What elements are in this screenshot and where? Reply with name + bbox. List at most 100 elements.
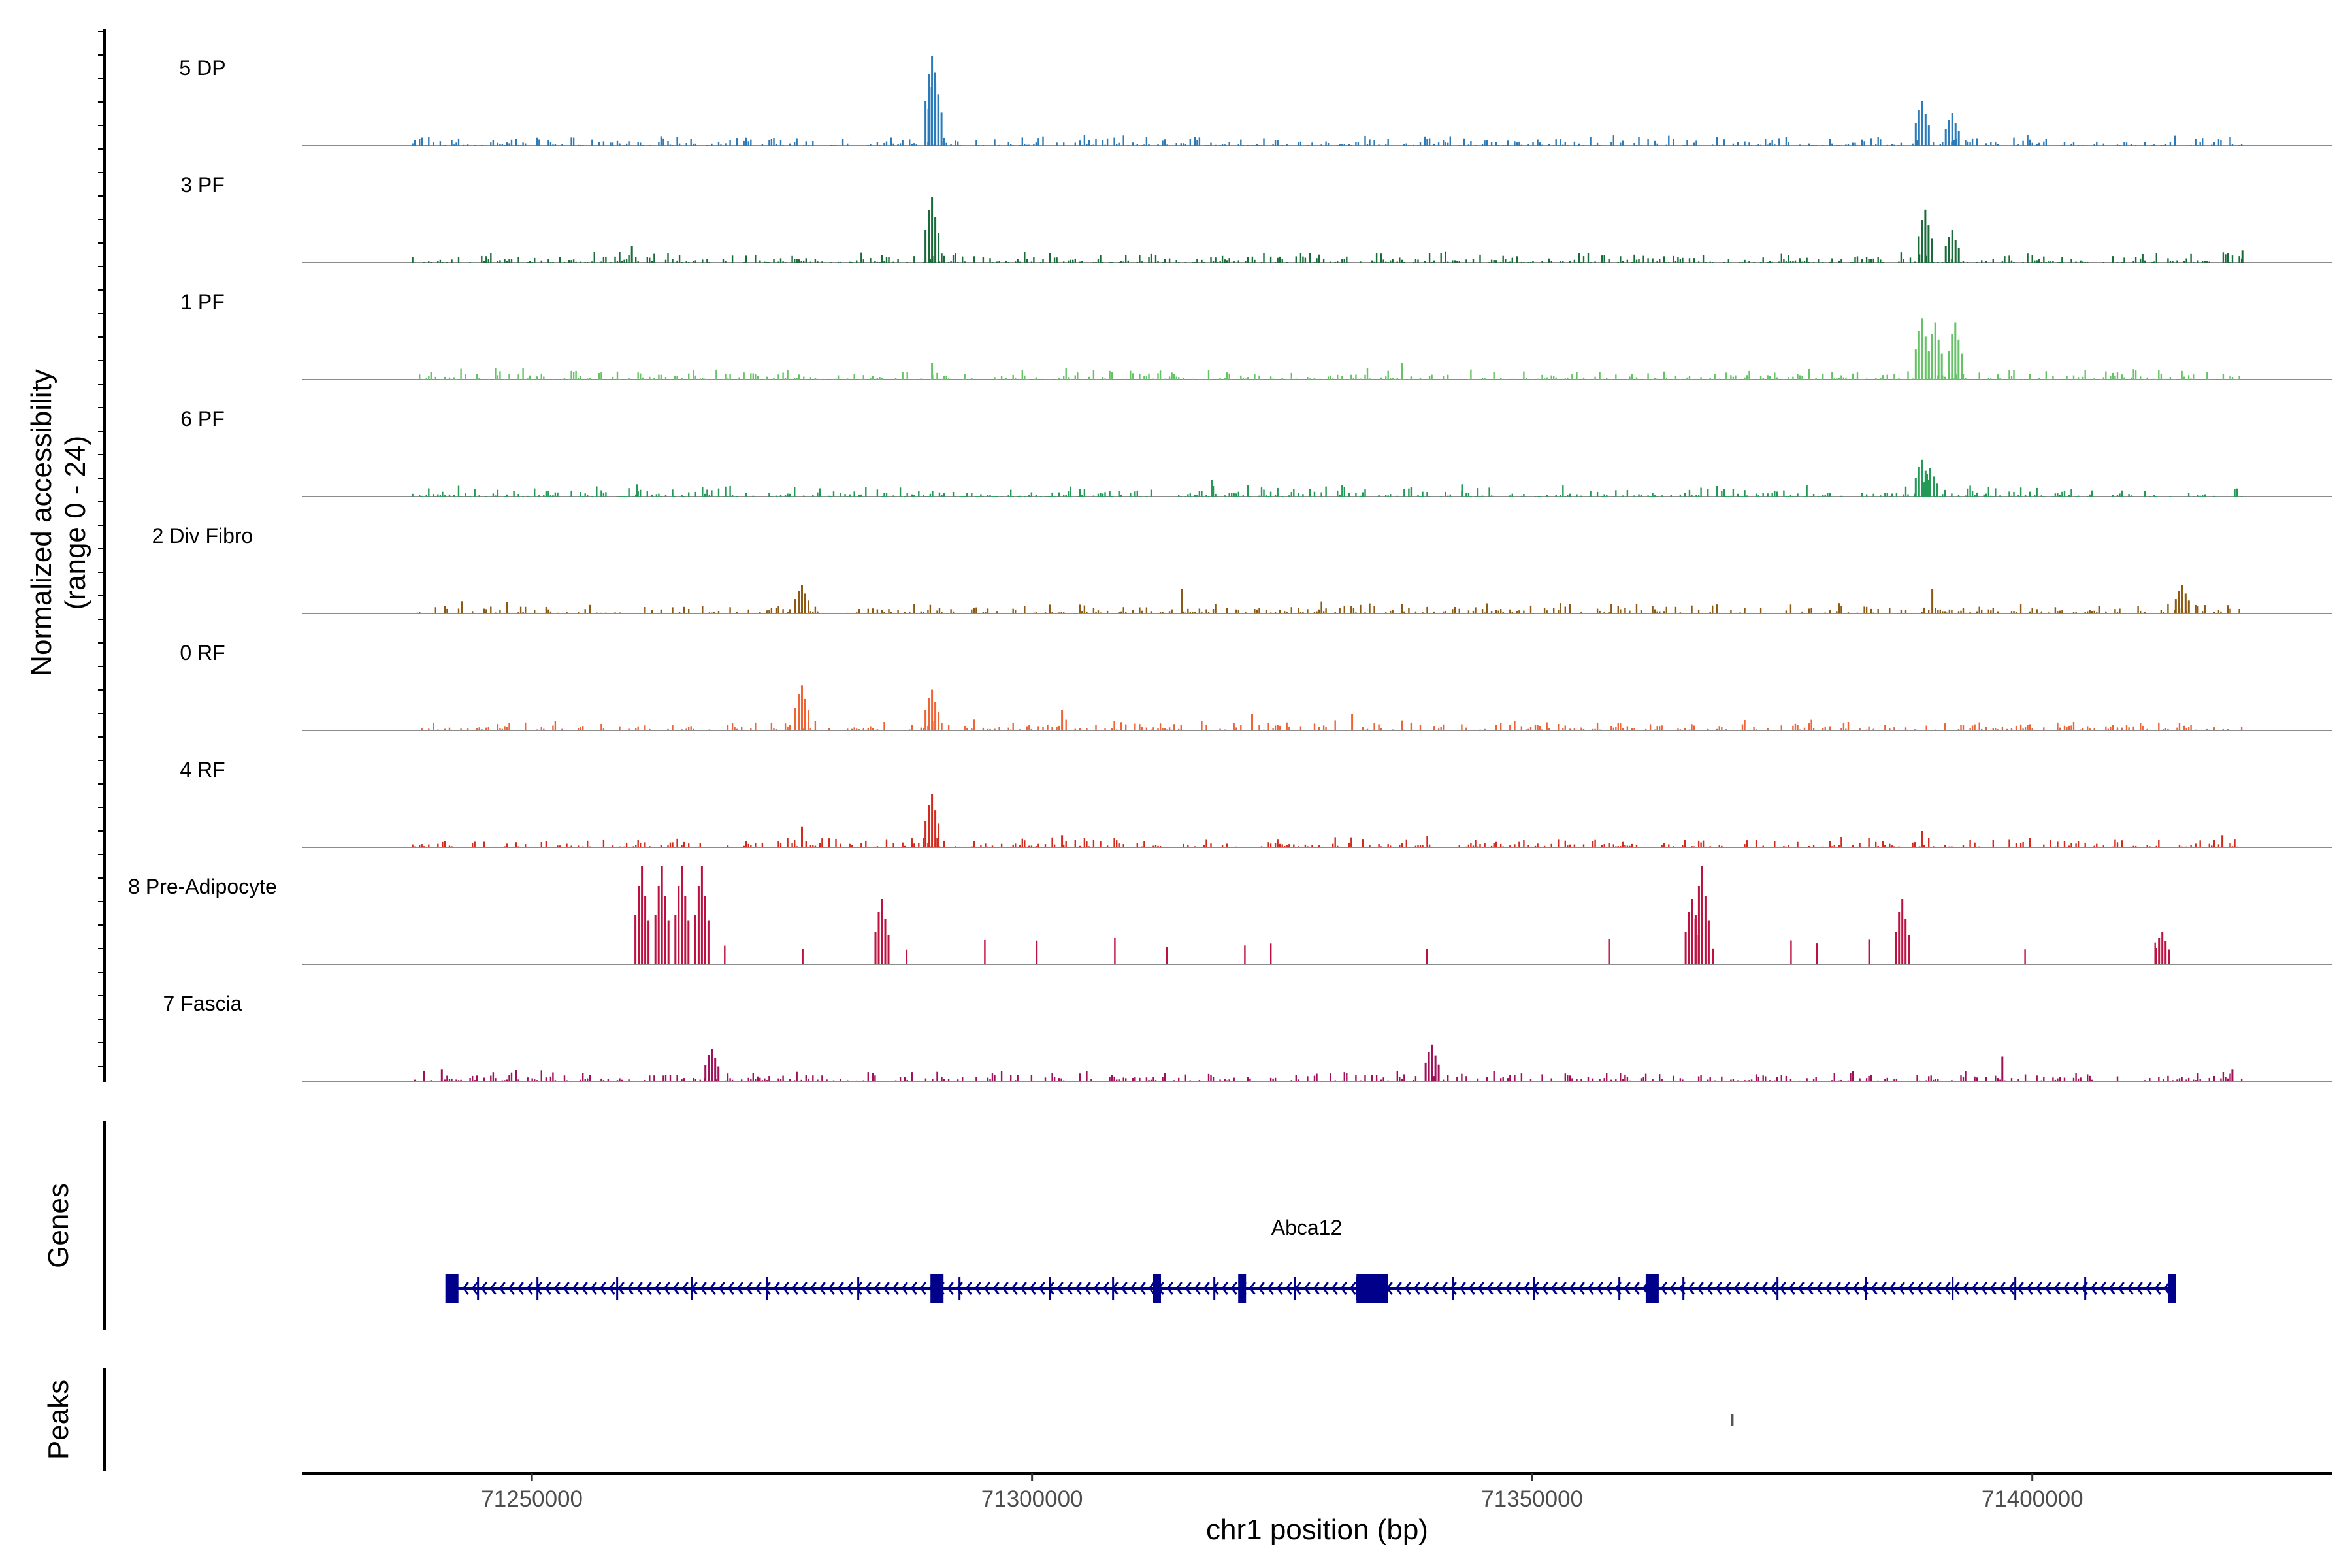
coverage-bar bbox=[1164, 728, 1166, 730]
coverage-bar bbox=[1401, 843, 1403, 847]
coverage-bar bbox=[1564, 142, 1566, 146]
coverage-bar bbox=[1578, 143, 1580, 146]
coverage-bar bbox=[1644, 379, 1647, 380]
coverage-bar bbox=[2043, 256, 2045, 263]
coverage-bar bbox=[1026, 379, 1028, 380]
coverage-bar bbox=[437, 494, 439, 497]
coverage-bar bbox=[1654, 378, 1656, 380]
coverage-peak bbox=[794, 599, 796, 613]
coverage-bar bbox=[1166, 144, 1168, 146]
coverage-bar bbox=[1472, 610, 1475, 613]
coverage-bar bbox=[736, 612, 738, 613]
coverage-bar bbox=[947, 1079, 950, 1081]
coverage-peak bbox=[661, 866, 663, 964]
coverage-bar bbox=[446, 262, 448, 263]
coverage-bar bbox=[1224, 378, 1226, 380]
coverage-bar bbox=[2068, 495, 2070, 497]
coverage-bar bbox=[1923, 845, 1925, 847]
coverage-peak bbox=[798, 591, 800, 613]
coverage-peak bbox=[1927, 225, 1930, 263]
coverage-bar bbox=[1529, 261, 1532, 263]
coverage-bar bbox=[1995, 488, 1997, 497]
coverage-bar bbox=[508, 374, 510, 380]
coverage-bar bbox=[1382, 259, 1384, 263]
coverage-bar bbox=[952, 255, 955, 263]
coverage-bar bbox=[1716, 728, 1718, 730]
coverage-bar bbox=[1953, 139, 1955, 146]
coverage-bar bbox=[1152, 727, 1154, 730]
coverage-bar bbox=[989, 728, 991, 730]
coverage-bar bbox=[1721, 1076, 1723, 1081]
coverage-bar bbox=[1889, 608, 1891, 613]
coverage-bar bbox=[582, 496, 584, 497]
coverage-bar bbox=[2222, 252, 2225, 263]
coverage-bar bbox=[1529, 605, 1532, 613]
coverage-bar bbox=[2217, 610, 2220, 613]
strand-arrow bbox=[1624, 1282, 1631, 1295]
coverage-bar bbox=[506, 142, 508, 146]
coverage-bar bbox=[1341, 144, 1343, 146]
coverage-bar bbox=[1916, 1075, 1918, 1081]
coverage-bar bbox=[1725, 372, 1727, 380]
coverage-bar bbox=[1599, 145, 1601, 146]
coverage-bar bbox=[1470, 843, 1472, 847]
coverage-bar bbox=[1987, 487, 1989, 497]
strand-arrow bbox=[819, 1282, 826, 1295]
coverage-bar bbox=[460, 728, 462, 730]
coverage-bar bbox=[938, 378, 941, 380]
coverage-bar bbox=[1960, 610, 1962, 613]
coverage-bar bbox=[1164, 378, 1166, 380]
coverage-bar bbox=[1237, 260, 1239, 263]
coverage-bar bbox=[2057, 841, 2059, 847]
strand-arrow bbox=[1505, 1282, 1512, 1295]
coverage-bar bbox=[1277, 487, 1279, 497]
x-axis-ticks: 71250000 71300000 71350000 71400000 bbox=[481, 1473, 2083, 1512]
coverage-bar bbox=[1527, 728, 1529, 730]
coverage-bar bbox=[2102, 845, 2104, 847]
coverage-bar bbox=[2010, 611, 2013, 613]
coverage-bar bbox=[1748, 1080, 1750, 1081]
coverage-bar bbox=[757, 1076, 759, 1081]
coverage-bar bbox=[1836, 145, 1838, 146]
coverage-bar bbox=[2043, 727, 2045, 730]
coverage-bar bbox=[1035, 846, 1037, 847]
coverage-bar bbox=[1258, 608, 1260, 613]
coverage-bar bbox=[1882, 841, 1884, 847]
coverage-bar bbox=[1074, 375, 1076, 380]
coverage-bar bbox=[534, 610, 536, 613]
coverage-bar bbox=[1693, 725, 1695, 730]
coverage-bar bbox=[421, 844, 423, 847]
coverage-bar bbox=[1596, 723, 1599, 730]
coverage-bar bbox=[672, 489, 674, 497]
coverage-bar bbox=[2172, 261, 2174, 263]
coverage-bar bbox=[2110, 376, 2112, 380]
strand-arrow bbox=[1258, 1282, 1265, 1295]
coverage-bar bbox=[947, 725, 950, 730]
coverage-bar bbox=[1661, 845, 1663, 847]
coverage-bar bbox=[2119, 608, 2121, 613]
coverage-bar bbox=[787, 838, 789, 847]
coverage-bar bbox=[1507, 140, 1509, 146]
coverage-bar bbox=[510, 1072, 513, 1081]
coverage-bar bbox=[1088, 846, 1090, 847]
coverage-bar bbox=[1663, 843, 1665, 847]
coverage-bar bbox=[1113, 1076, 1115, 1081]
coverage-bar bbox=[819, 843, 821, 847]
coverage-bar bbox=[2116, 727, 2119, 730]
coverage-bar bbox=[1205, 495, 1207, 497]
coverage-bar bbox=[1682, 1079, 1684, 1081]
coverage-bar bbox=[1249, 1078, 1251, 1081]
coverage-peak bbox=[1948, 351, 1950, 380]
coverage-bar bbox=[1599, 372, 1601, 380]
coverage-bar bbox=[1737, 142, 1739, 146]
coverage-bar bbox=[2167, 604, 2169, 613]
strand-arrow bbox=[627, 1282, 634, 1295]
coverage-bar bbox=[1109, 370, 1111, 380]
coverage-bar bbox=[991, 1073, 994, 1081]
coverage-bar bbox=[996, 496, 998, 497]
coverage-bar bbox=[952, 611, 955, 613]
coverage-bar bbox=[637, 261, 639, 263]
coverage-bar bbox=[2087, 611, 2089, 613]
coverage-bar bbox=[669, 144, 672, 146]
coverage-bar bbox=[619, 612, 621, 613]
